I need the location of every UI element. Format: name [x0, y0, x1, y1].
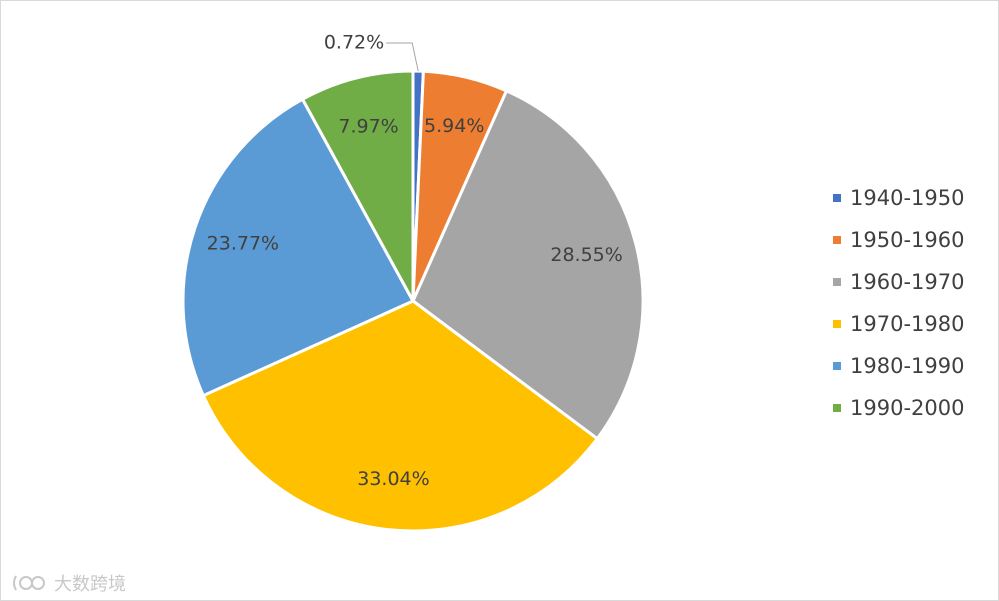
- legend-label: 1940-1950: [850, 186, 965, 210]
- data-label: 28.55%: [550, 244, 622, 266]
- legend-item: 1980-1990: [833, 345, 993, 387]
- legend-swatch: [833, 404, 841, 412]
- legend-item: 1960-1970: [833, 261, 993, 303]
- legend-swatch: [833, 278, 841, 286]
- pie-slice: [411, 88, 645, 441]
- legend-label: 1990-2000: [850, 396, 965, 420]
- legend-swatch: [833, 320, 841, 328]
- data-label: 23.77%: [207, 233, 279, 255]
- legend: 1940-1950 1950-1960 1960-1970 1970-1980 …: [833, 177, 993, 429]
- legend-swatch: [833, 236, 841, 244]
- data-label: 7.97%: [338, 116, 398, 138]
- watermark: 大数跨境: [10, 570, 126, 596]
- legend-label: 1970-1980: [850, 312, 965, 336]
- data-label: 5.94%: [424, 115, 484, 137]
- legend-label: 1950-1960: [850, 228, 965, 252]
- pie-slice: [300, 69, 415, 302]
- legend-label: 1960-1970: [850, 270, 965, 294]
- legend-item: 1990-2000: [833, 387, 993, 429]
- pie-slice: [181, 97, 416, 398]
- pie-slice: [201, 299, 600, 533]
- data-label: 0.72%: [324, 32, 384, 54]
- legend-item: 1970-1980: [833, 303, 993, 345]
- legend-swatch: [833, 362, 841, 370]
- legend-swatch: [833, 194, 841, 202]
- watermark-logo-icon: [13, 575, 45, 591]
- data-label: 33.04%: [357, 468, 429, 490]
- watermark-text: 大数跨境: [54, 574, 126, 595]
- leader-line: [386, 42, 419, 72]
- legend-label: 1980-1990: [850, 354, 965, 378]
- legend-item: 1950-1960: [833, 219, 993, 261]
- legend-item: 1940-1950: [833, 177, 993, 219]
